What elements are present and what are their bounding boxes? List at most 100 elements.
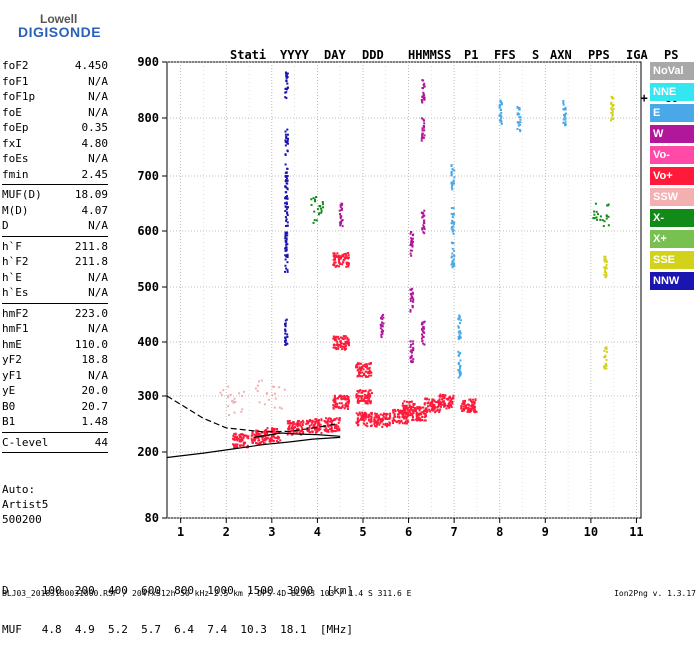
echo-dot [607, 203, 610, 206]
echo-dot [382, 316, 385, 319]
echo-dot [412, 240, 415, 243]
echo-dot [427, 402, 430, 405]
echo-dot [260, 431, 263, 434]
y-tick-label: 300 [137, 389, 159, 403]
echo-dot [295, 423, 298, 426]
echo-dot [285, 318, 288, 321]
echo-dot [285, 243, 288, 246]
echo-dot [360, 399, 363, 402]
echo-dot [422, 83, 425, 86]
echo-dot [421, 333, 424, 336]
echo-dot [438, 398, 441, 401]
echo-dot [313, 219, 316, 222]
file-status-line: BLJ03_20183180031000.RSF / 204fx512h 50 … [2, 589, 412, 598]
param-value: 4.80 [81, 136, 109, 150]
legend-w: W [650, 125, 694, 143]
echo-dot [460, 319, 463, 322]
echo-dot [319, 428, 322, 431]
echo-dot [337, 425, 340, 428]
echo-dot [314, 421, 317, 424]
echo-dot [452, 241, 455, 244]
echo-dot [462, 400, 465, 403]
echo-dot [410, 405, 413, 408]
echo-dot [610, 111, 613, 114]
echo-dot [315, 431, 318, 434]
echo-dot [396, 413, 399, 416]
echo-dot [284, 329, 287, 332]
echo-dot [275, 431, 278, 434]
echo-dot [450, 207, 453, 210]
echo-dot [564, 112, 567, 115]
echo-dot [386, 413, 389, 416]
echo-dot [451, 252, 454, 255]
echo-dot [450, 171, 453, 174]
echo-dot [409, 252, 412, 255]
echo-dot [433, 407, 436, 410]
echo-dot [459, 321, 462, 324]
echo-dot [471, 407, 474, 410]
echo-dot [262, 439, 265, 442]
echo-dot [265, 433, 268, 436]
echo-dot [262, 440, 265, 443]
echo-dot [320, 431, 323, 434]
echo-dot [301, 419, 304, 422]
echo-dot [603, 367, 606, 370]
echo-dot [227, 396, 230, 399]
echo-dot [450, 222, 453, 225]
echo-dot [420, 100, 423, 103]
echo-dot [450, 227, 453, 230]
echo-dot [359, 399, 362, 402]
param-label: D [2, 219, 9, 232]
echo-dot [452, 261, 455, 264]
echo-dot [461, 402, 464, 405]
echo-dot [254, 437, 257, 440]
echo-dot [318, 205, 321, 208]
echo-dot [451, 247, 454, 250]
echo-dot [285, 342, 288, 345]
echo-dot [391, 419, 394, 422]
echo-dot [272, 440, 275, 443]
echo-dot [276, 428, 279, 431]
echo-dot [431, 403, 434, 406]
echo-dot [382, 423, 385, 426]
echo-dot [516, 106, 519, 109]
echo-dot [342, 397, 345, 400]
echo-dot [241, 439, 244, 442]
echo-dot [338, 427, 341, 430]
echo-dot [473, 405, 476, 408]
echo-dot [418, 409, 421, 412]
echo-dot [610, 107, 613, 110]
echo-dot [286, 224, 289, 227]
echo-dot [463, 401, 466, 404]
echo-dot [241, 395, 244, 398]
echo-dot [315, 428, 318, 431]
echo-dot [330, 429, 333, 432]
echo-dot [231, 400, 234, 403]
echo-dot [459, 374, 462, 377]
echo-dot [421, 326, 424, 329]
echo-dot [605, 267, 608, 270]
echo-dot [611, 108, 614, 111]
echo-dot [358, 374, 361, 377]
echo-dot [286, 197, 289, 200]
echo-dot [370, 420, 373, 423]
echo-dot [360, 414, 363, 417]
echo-dot [411, 409, 414, 412]
echo-dot [234, 400, 237, 403]
echo-dot [295, 428, 298, 431]
echo-dot [286, 335, 289, 338]
echo-dot [422, 136, 425, 139]
echo-dot [401, 422, 404, 425]
echo-dot [373, 420, 376, 423]
echo-dot [286, 188, 289, 191]
echo-dot [379, 316, 382, 319]
echo-dot [405, 405, 408, 408]
echo-dot [312, 197, 315, 200]
echo-dot [362, 365, 365, 368]
echo-dot [336, 255, 339, 258]
param-label: h`F [2, 239, 22, 253]
echo-dot [415, 407, 418, 410]
echo-dot [278, 406, 281, 409]
echo-dot [611, 110, 614, 113]
echo-dot [393, 419, 396, 422]
